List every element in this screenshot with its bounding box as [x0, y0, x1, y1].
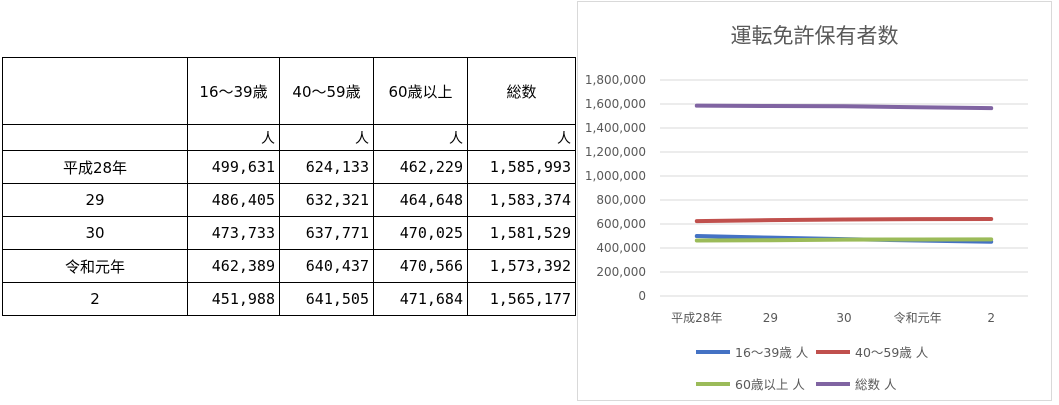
table-cell: 1,573,392 [467, 249, 576, 283]
x-tick-label: 2 [987, 311, 995, 325]
legend-swatch [816, 349, 850, 354]
table-row: 2 451,988 641,505 471,684 1,565,177 [2, 282, 576, 316]
unit-cell [2, 124, 188, 151]
table-row: 平成28年 499,631 624,133 462,229 1,585,993 [2, 150, 576, 184]
y-tick-label: 0 [638, 289, 646, 303]
x-tick-label: 平成28年 [671, 311, 722, 325]
row-label: 令和元年 [2, 249, 188, 283]
series-line-2 [694, 217, 994, 224]
row-label: 29 [2, 183, 188, 217]
x-tick-label: 30 [836, 311, 851, 325]
unit-cell: 人 [279, 124, 374, 151]
row-label: 30 [2, 216, 188, 250]
legend-label: 16～39歳 人 [735, 345, 809, 360]
table-cell: 470,025 [373, 216, 468, 250]
table-cell: 462,389 [187, 249, 280, 283]
table-cell: 464,648 [373, 183, 468, 217]
table-row: 29 486,405 632,321 464,648 1,583,374 [2, 183, 576, 217]
y-tick-label: 800,000 [596, 193, 646, 207]
table-cell: 1,583,374 [467, 183, 576, 217]
table-cell: 470,566 [373, 249, 468, 283]
y-tick-label: 400,000 [596, 241, 646, 255]
unit-cell: 人 [373, 124, 468, 151]
legend-label: 40～59歳 人 [855, 345, 929, 360]
table-cell: 471,684 [373, 282, 468, 316]
y-tick-label: 1,200,000 [585, 145, 646, 159]
y-tick-label: 1,600,000 [585, 97, 646, 111]
table-cell: 632,321 [279, 183, 374, 217]
legend-swatch [816, 381, 850, 386]
header-cell-corner [2, 57, 188, 125]
unit-cell: 人 [467, 124, 576, 151]
table-cell: 462,229 [373, 150, 468, 184]
header-cell-total: 総数 [467, 57, 576, 125]
table-cell: 624,133 [279, 150, 374, 184]
legend-entry: 60歳以上 人 [696, 374, 805, 393]
data-table: 16～39歳 40～59歳 60歳以上 総数 人 人 人 人 平成28年 499… [2, 57, 576, 316]
row-label: 2 [2, 282, 188, 316]
table-cell: 1,585,993 [467, 150, 576, 184]
y-tick-label: 600,000 [596, 217, 646, 231]
series-line-3 [694, 237, 994, 243]
table-cell: 1,581,529 [467, 216, 576, 250]
table-cell: 641,505 [279, 282, 374, 316]
series-line-4 [694, 103, 994, 111]
table-unit-row: 人 人 人 人 [2, 124, 576, 151]
chart-title: 運転免許保有者数 [730, 24, 899, 48]
y-tick-label: 1,000,000 [585, 169, 646, 183]
legend-label: 総数 人 [855, 377, 897, 392]
table-row: 令和元年 462,389 640,437 470,566 1,573,392 [2, 249, 576, 283]
table-cell: 499,631 [187, 150, 280, 184]
y-tick-label: 1,400,000 [585, 121, 646, 135]
unit-cell: 人 [187, 124, 280, 151]
legend-swatch [696, 381, 730, 386]
header-cell-16-39: 16～39歳 [187, 57, 280, 125]
table-cell: 486,405 [187, 183, 280, 217]
table-cell: 640,437 [279, 249, 374, 283]
legend-entry: 16～39歳 人 [696, 342, 808, 361]
chart-panel: 運転免許保有者数 0 200,000 400,000 600,000 800,000 1,… [577, 1, 1052, 401]
table-row: 30 473,733 637,771 470,025 1,581,529 [2, 216, 576, 250]
y-tick-label: 1,800,000 [585, 73, 646, 87]
table-cell: 451,988 [187, 282, 280, 316]
x-tick-label: 29 [763, 311, 778, 325]
x-tick-label: 令和元年 [894, 310, 942, 325]
y-tick-label: 200,000 [596, 265, 646, 279]
table-cell: 473,733 [187, 216, 280, 250]
legend-swatch [696, 349, 730, 354]
table-cell: 637,771 [279, 216, 374, 250]
table-cell: 1,565,177 [467, 282, 576, 316]
header-cell-40-59: 40～59歳 [279, 57, 374, 125]
line-chart: 0 200,000 400,000 600,000 800,000 1,000,000 1,… [585, 73, 1028, 325]
legend-entry: 40～59歳 人 [816, 342, 928, 361]
row-label: 平成28年 [2, 150, 188, 184]
legend-entry: 総数 人 [816, 374, 896, 393]
legend-label: 60歳以上 人 [735, 377, 805, 392]
table-header-row: 16～39歳 40～59歳 60歳以上 総数 [2, 57, 576, 125]
header-cell-60plus: 60歳以上 [373, 57, 468, 125]
